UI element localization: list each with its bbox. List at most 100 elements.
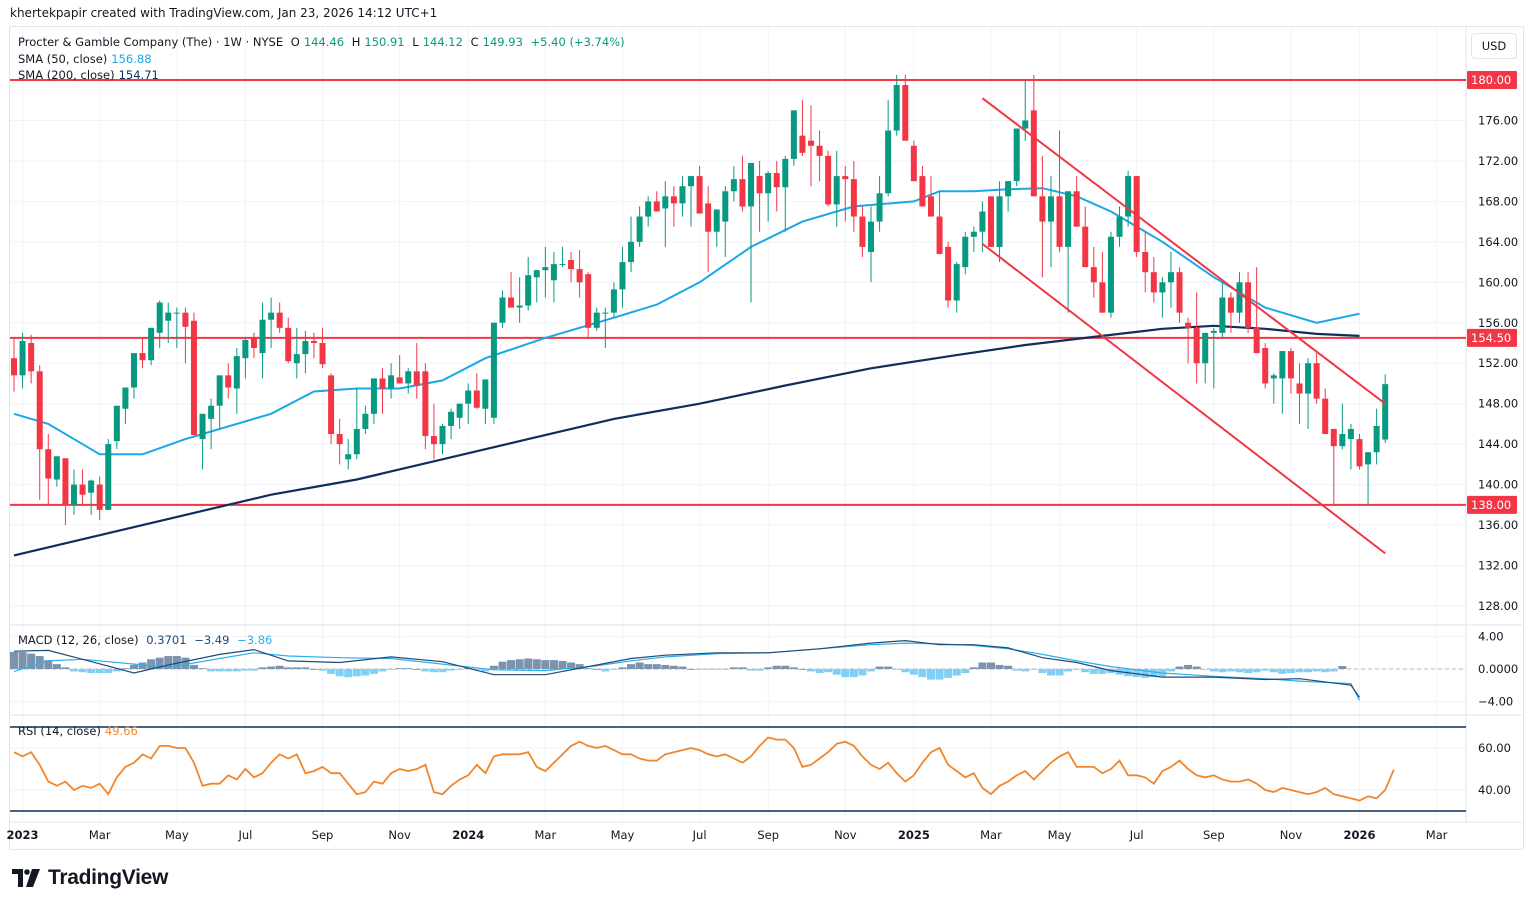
sma200-line bbox=[13, 324, 1360, 557]
candle bbox=[842, 165, 849, 222]
candle-body bbox=[122, 387, 129, 409]
macd-histogram-bar bbox=[207, 669, 216, 672]
macd-histogram-bar bbox=[798, 669, 807, 670]
candle-body bbox=[199, 413, 206, 440]
tradingview-logo[interactable]: TradingView bbox=[12, 866, 168, 890]
high-value: 150.91 bbox=[364, 35, 405, 49]
candle bbox=[1167, 251, 1174, 308]
macd-histogram-bar bbox=[361, 669, 370, 676]
candle-body bbox=[670, 196, 677, 204]
candle bbox=[1099, 251, 1106, 313]
candle-body bbox=[1167, 272, 1174, 283]
macd-histogram-bar bbox=[1021, 669, 1030, 672]
candle-body bbox=[559, 264, 566, 266]
macd-histogram-bar bbox=[935, 669, 944, 680]
ohlc-high: H 150.91 bbox=[352, 35, 405, 49]
macd-histogram-bar bbox=[789, 667, 798, 669]
candle-body bbox=[653, 201, 660, 212]
candle-body bbox=[1073, 191, 1080, 227]
macd-histogram-bar bbox=[69, 669, 78, 672]
macd-histogram-bar bbox=[481, 669, 490, 672]
candle-body bbox=[1185, 322, 1192, 328]
time-tick-label: Jul bbox=[237, 828, 252, 842]
candle bbox=[550, 251, 557, 303]
candle-body bbox=[516, 305, 523, 308]
candle bbox=[645, 196, 652, 227]
time-axis: 2023 Mar May Jul Sep Nov 2024 Mar May Jul Sep Nov 20… bbox=[7, 828, 1448, 842]
sma50-value: 156.88 bbox=[111, 52, 152, 66]
channel-upper-line bbox=[981, 97, 1386, 405]
macd-histogram-bar bbox=[1304, 669, 1313, 673]
candle-body bbox=[705, 203, 712, 232]
macd-histogram-bar bbox=[747, 669, 756, 671]
candle bbox=[1287, 348, 1294, 394]
macd-histogram-bar bbox=[884, 666, 893, 669]
candle-body bbox=[139, 353, 146, 361]
candle-body bbox=[1296, 383, 1303, 394]
macd-histogram-bar bbox=[395, 668, 404, 669]
candle bbox=[422, 363, 429, 450]
sma200-legend: SMA (200, close) 154.71 bbox=[18, 68, 163, 82]
candle-body bbox=[542, 267, 549, 271]
candle bbox=[653, 191, 660, 212]
candle bbox=[1107, 231, 1114, 318]
candle-body bbox=[1065, 191, 1072, 247]
candle bbox=[45, 434, 52, 505]
time-tick-label: 2024 bbox=[452, 828, 484, 842]
candle bbox=[465, 383, 472, 424]
macd-histogram-bar bbox=[489, 665, 498, 669]
candle bbox=[148, 327, 155, 366]
candle-body bbox=[182, 312, 189, 327]
candle-body bbox=[576, 269, 583, 283]
chart-credit: khertekpapir created with TradingView.co… bbox=[10, 6, 438, 20]
candle-body bbox=[1347, 428, 1354, 440]
macd-histogram-bar bbox=[172, 656, 181, 669]
candle bbox=[310, 332, 317, 359]
candle-body bbox=[645, 201, 652, 217]
macd-histogram-bar bbox=[301, 667, 310, 669]
main-legend: Procter & Gamble Company (The) · 1W · NY… bbox=[18, 35, 629, 49]
candle bbox=[833, 150, 840, 227]
macd-histogram-bar bbox=[421, 669, 430, 672]
macd-histogram-bar bbox=[961, 669, 970, 674]
candle bbox=[799, 100, 806, 156]
macd-histogram-bar bbox=[541, 660, 550, 669]
candle bbox=[713, 209, 720, 247]
time-tick-label: Nov bbox=[1280, 828, 1303, 842]
candle bbox=[1005, 181, 1012, 212]
candle-body bbox=[610, 289, 617, 313]
macd-histogram-bar bbox=[498, 661, 507, 669]
macd-histogram-bar bbox=[721, 669, 730, 670]
candle bbox=[696, 165, 703, 214]
candle-body bbox=[1339, 434, 1346, 447]
rsi-tick-label: 40.00 bbox=[1478, 783, 1511, 797]
candle bbox=[593, 307, 600, 331]
candle-body bbox=[636, 216, 643, 242]
macd-histogram-bar bbox=[1192, 666, 1201, 669]
candle bbox=[113, 405, 120, 450]
candle bbox=[962, 231, 969, 275]
candle-body bbox=[105, 444, 112, 510]
candle bbox=[559, 246, 566, 268]
candle-body bbox=[1116, 216, 1123, 237]
macd-histogram-bar bbox=[549, 660, 558, 669]
time-tick-label: May bbox=[165, 828, 189, 842]
candle-body bbox=[345, 454, 352, 460]
candle bbox=[688, 176, 695, 227]
candle bbox=[679, 176, 686, 217]
macd-histogram-bar bbox=[369, 669, 378, 674]
candle bbox=[1236, 272, 1243, 323]
macd-histogram-bar bbox=[652, 664, 661, 669]
candle bbox=[876, 176, 883, 232]
candle-body bbox=[1356, 439, 1363, 467]
candle bbox=[850, 160, 857, 232]
candle-body bbox=[585, 274, 592, 328]
candle bbox=[122, 387, 129, 424]
candle-body bbox=[996, 196, 1003, 247]
candle bbox=[1347, 423, 1354, 470]
currency-button[interactable]: USD bbox=[1471, 33, 1517, 59]
candle-body bbox=[208, 405, 215, 419]
macd-histogram-bar bbox=[1278, 669, 1287, 674]
macd-histogram-bar bbox=[267, 666, 276, 669]
